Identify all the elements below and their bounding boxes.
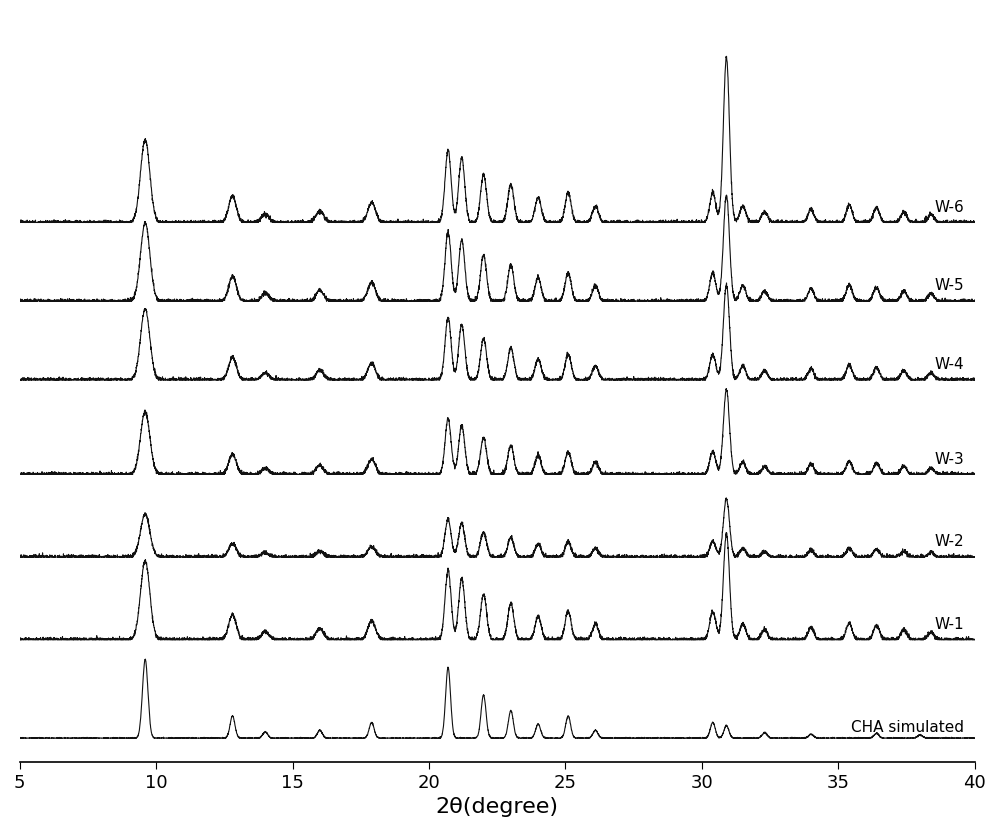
Text: W-6: W-6 — [934, 199, 964, 214]
Text: W-2: W-2 — [934, 534, 964, 549]
Text: W-4: W-4 — [934, 357, 964, 372]
Text: W-3: W-3 — [934, 451, 964, 466]
Text: CHA simulated: CHA simulated — [851, 720, 964, 735]
X-axis label: 2θ(degree): 2θ(degree) — [436, 797, 559, 817]
Text: W-5: W-5 — [934, 278, 964, 293]
Text: W-1: W-1 — [934, 617, 964, 632]
